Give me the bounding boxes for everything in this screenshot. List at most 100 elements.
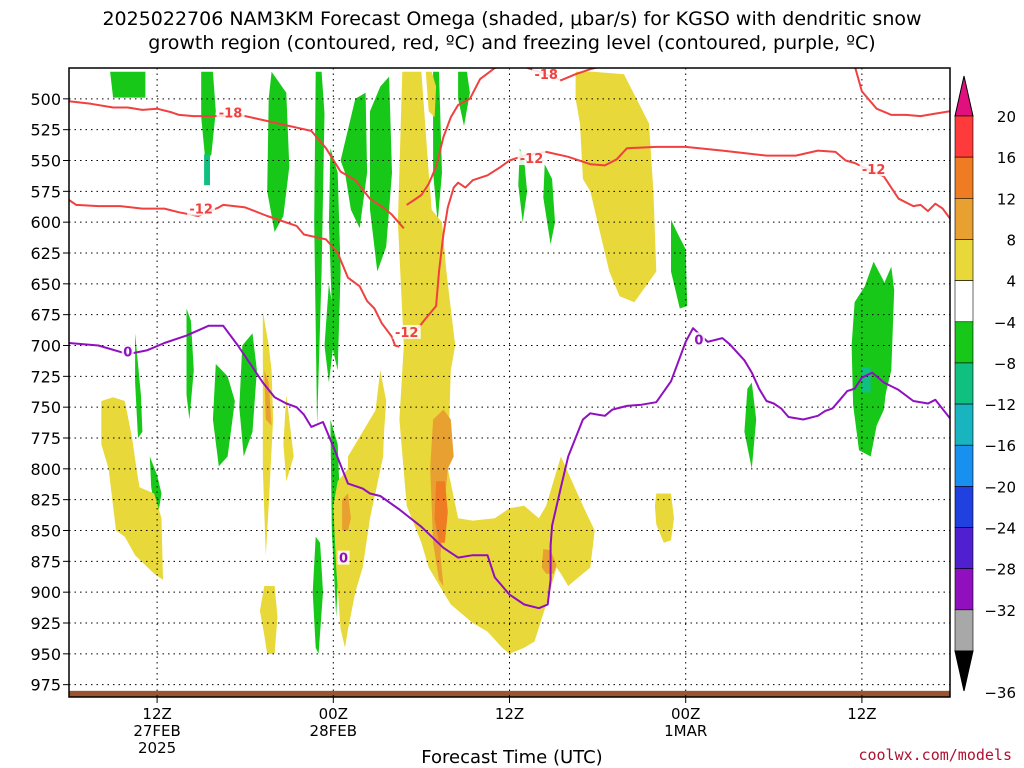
- contour-label-bg: [859, 162, 888, 177]
- contour-line-0: [69, 324, 950, 610]
- y-tick-label: 775: [30, 429, 61, 448]
- contour-line-2: [413, 145, 950, 334]
- x-tick-label: 12Z: [142, 705, 171, 723]
- colorbar-label: −36: [984, 684, 1016, 702]
- omega-region-9: [518, 148, 528, 223]
- grid: [69, 68, 950, 697]
- omega-region-41: [434, 481, 448, 543]
- colorbar-label: 4: [1006, 273, 1016, 291]
- y-tick-label: 500: [30, 90, 61, 109]
- x-tick-label: 12Z: [495, 705, 524, 723]
- x-tick-label: 28FEB: [310, 722, 357, 740]
- colorbar-band: [954, 321, 974, 364]
- omega-shading: [101, 71, 895, 654]
- colorbar-band: [954, 444, 974, 487]
- omega-region-33: [262, 311, 274, 556]
- colorbar-band: [954, 403, 974, 446]
- omega-region-32: [101, 397, 163, 580]
- omega-region-24: [861, 367, 871, 393]
- omega-region-35: [403, 333, 416, 445]
- omega-region-30: [333, 404, 385, 648]
- omega-region-4: [328, 148, 341, 371]
- colorbar-band: [954, 239, 974, 281]
- y-tick-label: 650: [30, 275, 61, 294]
- ground-strip: [69, 690, 950, 697]
- colorbar-label: 16: [997, 149, 1016, 167]
- y-tick-label: 750: [30, 398, 61, 417]
- colorbar-label: −16: [984, 437, 1016, 455]
- omega-region-17: [312, 536, 323, 654]
- colorbar-label: −12: [984, 396, 1016, 414]
- colorbar-bottom-arrow: [954, 650, 974, 692]
- colorbar-top-arrow: [954, 75, 974, 117]
- contour-label: -18: [534, 68, 558, 83]
- site-credit: coolwx.com/models: [858, 746, 1012, 764]
- omega-region-19: [324, 283, 335, 383]
- omega-region-40: [264, 370, 272, 426]
- x-tick-label: 1MAR: [664, 722, 707, 740]
- contour-label-bg: [216, 105, 245, 120]
- contour-labels: 0 0 0 -12 -12 -12 -12 -18 -18 -18: [121, 45, 888, 567]
- contour-label: -18: [219, 106, 243, 121]
- colorbar-band: [954, 115, 974, 158]
- omega-region-5: [340, 92, 368, 229]
- chart-title-line-1: 2025022706 NAM3KM Forecast Omega (shaded…: [102, 8, 922, 30]
- x-axis-title: Forecast Time (UTC): [421, 747, 603, 768]
- omega-region-23: [882, 266, 895, 395]
- omega-region-6: [370, 76, 392, 272]
- contour-label: 0: [339, 552, 348, 567]
- omega-region-8: [458, 71, 470, 126]
- y-tick-label: 825: [30, 491, 61, 510]
- y-tick-label: 925: [30, 614, 61, 633]
- colorbar-label: 8: [1006, 231, 1016, 249]
- omega-region-36: [654, 493, 674, 543]
- omega-region-31: [283, 394, 294, 482]
- colorbar-band: [954, 527, 974, 569]
- contour-label: 0: [123, 346, 132, 361]
- contour-label: -18: [768, 46, 792, 61]
- omega-region-26: [397, 71, 595, 654]
- omega-region-2: [267, 71, 290, 232]
- colorbar-band: [954, 609, 974, 652]
- colorbar-label: −28: [984, 561, 1016, 579]
- y-tick-label: 600: [30, 213, 61, 232]
- omega-region-28: [425, 71, 437, 118]
- colorbar-band: [954, 198, 974, 240]
- contour-label-bg: [766, 45, 794, 59]
- omega-region-12: [149, 456, 162, 521]
- omega-region-38: [541, 549, 557, 574]
- x-tick-label: 00Z: [319, 705, 348, 723]
- contour-label-bg: [392, 324, 421, 339]
- contour-label: -12: [189, 203, 213, 218]
- y-tick-label: 675: [30, 306, 61, 325]
- omega-region-20: [744, 382, 757, 469]
- y-axis: 500 525 550 575 600 625 650 675 700 725 750 775 800 8…: [30, 90, 69, 695]
- omega-region-15: [212, 364, 235, 467]
- contour-label: -12: [520, 152, 544, 167]
- colorbar-label: −20: [984, 478, 1016, 496]
- contour-label: -12: [862, 163, 886, 178]
- chart-title-line-2: growth region (contoured, red, ºC) and f…: [148, 32, 876, 54]
- omega-region-10: [543, 164, 555, 245]
- colorbar-label: −8: [994, 355, 1016, 373]
- contour-label: 0: [694, 333, 703, 348]
- omega-region-0: [110, 71, 146, 98]
- y-tick-label: 950: [30, 645, 61, 664]
- colorbar-label: −4: [994, 314, 1016, 332]
- y-tick-label: 625: [30, 244, 61, 263]
- contour-label-bg: [692, 332, 705, 347]
- colorbar-label: −32: [984, 602, 1016, 620]
- contour-label-bg: [121, 344, 134, 359]
- omega-region-14: [186, 308, 194, 420]
- contour-line-1: [69, 199, 400, 348]
- omega-region-1: [201, 71, 216, 163]
- x-tick-label: 12Z: [847, 705, 876, 723]
- omega-region-16: [239, 333, 257, 457]
- omega-region-27: [575, 71, 657, 303]
- omega-region-3: [314, 71, 325, 426]
- colorbar: 20 16 12 8 4 −4 −8 −12 −16 −20 −24 −28 −32 −36: [954, 75, 1016, 702]
- contour-label-bg: [337, 550, 350, 565]
- y-tick-label: 900: [30, 583, 61, 602]
